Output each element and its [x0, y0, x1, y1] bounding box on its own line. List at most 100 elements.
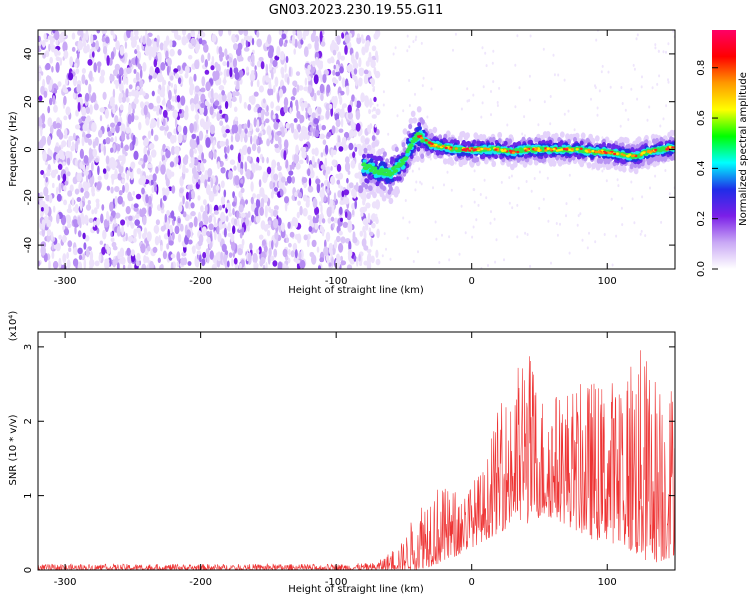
noise-blob — [321, 124, 327, 131]
noise-blob — [198, 234, 204, 244]
faint-blob — [434, 220, 437, 224]
noise-blob — [359, 261, 363, 267]
noise-blob — [94, 260, 100, 267]
noise-blob — [224, 260, 228, 269]
noise-blob — [88, 70, 93, 82]
signal-blob — [369, 158, 374, 163]
noise-blob — [176, 251, 181, 262]
noise-blob — [273, 248, 278, 258]
noise-blob — [63, 199, 68, 206]
noise-blob — [295, 99, 299, 107]
signal-blob — [417, 122, 422, 127]
noise-blob — [141, 187, 145, 195]
noise-blob — [126, 247, 131, 256]
signal-blob — [438, 134, 443, 140]
signal-blob — [420, 153, 425, 159]
noise-blob — [149, 122, 153, 129]
signal-blob — [559, 140, 564, 145]
faint-blob — [454, 161, 457, 165]
noise-blob — [218, 85, 225, 91]
noise-blob — [155, 166, 159, 174]
faint-blob — [473, 200, 476, 204]
noise-blob — [283, 97, 289, 108]
noise-blob — [194, 114, 200, 121]
noise-blob — [178, 109, 182, 114]
noise-blob — [319, 201, 322, 206]
noise-blob — [372, 106, 376, 112]
faint-blob — [472, 225, 475, 229]
signal-blob — [644, 134, 649, 142]
noise-blob — [145, 30, 148, 41]
faint-blob — [468, 99, 471, 102]
noise-blob — [240, 153, 244, 163]
faint-blob — [408, 79, 411, 82]
noise-blob — [121, 173, 126, 178]
noise-blob — [258, 179, 262, 188]
noise-blob — [326, 181, 330, 190]
noise-blob — [335, 71, 341, 77]
faint-blob — [525, 180, 528, 183]
noise-blob — [321, 218, 326, 224]
noise-blob — [181, 35, 187, 46]
noise-blob — [43, 186, 49, 197]
noise-blob — [309, 251, 315, 258]
faint-blob — [644, 234, 647, 238]
noise-blob — [131, 57, 136, 65]
noise-blob — [81, 68, 86, 74]
faint-blob — [454, 32, 457, 36]
noise-blob — [47, 117, 53, 127]
noise-blob — [49, 56, 53, 64]
noise-blob — [272, 59, 278, 68]
signal-blob — [410, 110, 416, 118]
noise-blob — [264, 118, 270, 124]
noise-blob — [368, 231, 374, 237]
faint-blob — [414, 188, 417, 192]
faint-blob — [485, 196, 488, 200]
noise-blob — [47, 105, 51, 114]
noise-blob — [143, 254, 147, 264]
noise-blob — [223, 189, 227, 198]
noise-blob — [232, 225, 236, 235]
noise-blob — [294, 218, 299, 228]
noise-blob — [48, 193, 53, 204]
faint-blob — [490, 90, 492, 93]
noise-blob — [152, 173, 157, 182]
noise-blob — [162, 118, 166, 127]
noise-blob — [160, 164, 166, 175]
noise-blob — [296, 30, 302, 36]
noise-blob — [134, 219, 140, 227]
noise-blob — [371, 222, 376, 229]
noise-blob — [176, 147, 179, 157]
signal-blob — [397, 176, 402, 182]
noise-blob — [191, 133, 196, 140]
noise-blob — [40, 126, 43, 137]
noise-blob — [171, 145, 176, 156]
noise-blob — [157, 88, 160, 95]
noise-blob — [358, 77, 363, 87]
noise-blob — [364, 45, 368, 51]
noise-blob — [66, 223, 72, 229]
faint-blob — [415, 35, 418, 39]
noise-blob — [335, 142, 342, 148]
noise-blob — [272, 260, 278, 267]
noise-blob — [100, 213, 104, 224]
noise-blob — [354, 172, 360, 179]
noise-blob — [104, 258, 110, 264]
noise-blob — [233, 165, 237, 171]
faint-blob — [603, 167, 606, 171]
noise-blob — [347, 104, 352, 114]
noise-blob — [63, 134, 68, 139]
noise-blob — [360, 212, 364, 217]
noise-blob — [220, 251, 224, 262]
noise-blob — [75, 124, 81, 130]
noise-blob — [184, 235, 189, 245]
noise-blob — [169, 48, 175, 57]
noise-blob — [177, 133, 183, 144]
noise-blob — [304, 77, 308, 87]
noise-blob — [252, 252, 258, 264]
noise-blob — [99, 240, 104, 245]
faint-blob — [621, 223, 624, 227]
noise-blob — [66, 156, 71, 166]
noise-blob — [245, 217, 250, 227]
faint-blob — [667, 42, 670, 46]
